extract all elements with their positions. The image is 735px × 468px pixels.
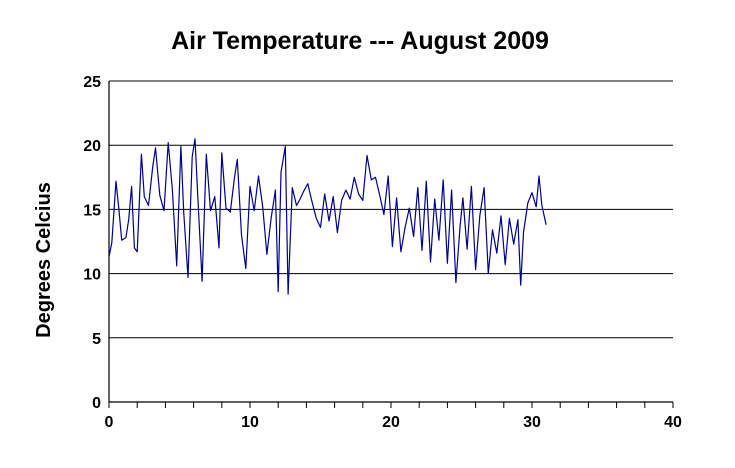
y-axis-ticks: 0 5 10 15 20 25 xyxy=(83,74,101,412)
axes xyxy=(108,81,673,403)
y-tick-label-5: 5 xyxy=(92,331,101,348)
y-axis-label: Degrees Celcius xyxy=(33,182,55,338)
y-tick-label-25: 25 xyxy=(83,74,101,91)
y-tick-label-15: 15 xyxy=(83,202,101,219)
series-group xyxy=(108,138,547,295)
y-tick-label-10: 10 xyxy=(83,267,101,284)
x-tick-label-30: 30 xyxy=(523,414,541,431)
x-tick-label-20: 20 xyxy=(382,414,400,431)
y-tick-label-20: 20 xyxy=(83,138,101,155)
x-tick-label-0: 0 xyxy=(105,414,114,431)
chart-title: Air Temperature --- August 2009 xyxy=(171,27,549,55)
series-line-0 xyxy=(108,138,547,295)
x-tick-label-10: 10 xyxy=(241,414,259,431)
gridlines xyxy=(109,80,673,339)
x-tick-label-40: 40 xyxy=(664,414,682,431)
x-axis-ticks: 0 10 20 30 40 xyxy=(105,402,682,431)
y-tick-label-0: 0 xyxy=(92,395,101,412)
